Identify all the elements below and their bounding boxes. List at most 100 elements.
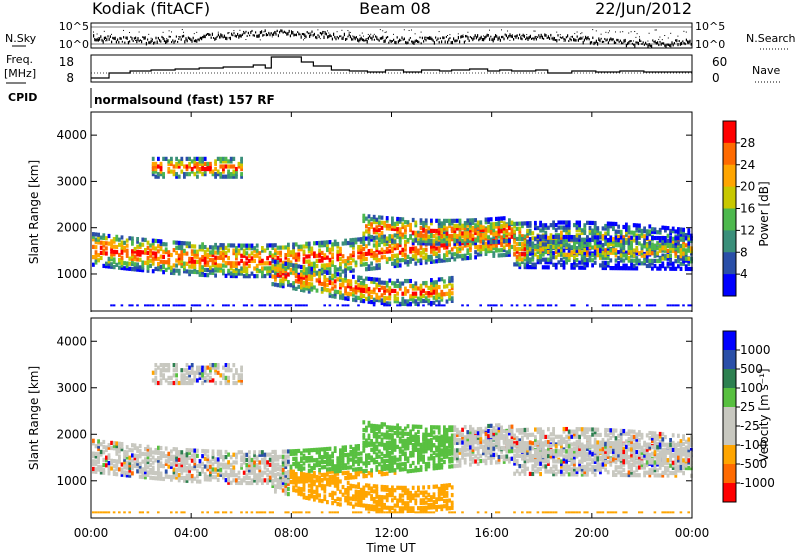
range-gate-cell (648, 251, 652, 256)
range-gate-cell (383, 223, 386, 228)
range-gate-cell (409, 284, 412, 289)
range-gate-cell (339, 267, 342, 272)
range-gate-cell (401, 301, 405, 307)
range-gate-cell (448, 427, 451, 433)
range-gate-cell (240, 375, 243, 380)
range-gate-cell (391, 468, 394, 473)
range-gate-cell (344, 463, 347, 468)
range-gate-cell (422, 454, 425, 459)
range-gate-cell (175, 373, 178, 378)
range-gate-cell (146, 452, 150, 457)
range-gate-cell (146, 260, 150, 266)
range-gate-cell (469, 228, 472, 233)
range-gate-cell (315, 460, 319, 465)
range-gate-cell (198, 459, 202, 464)
range-gate-cell (198, 166, 202, 172)
range-gate-cell (393, 258, 397, 264)
range-gate-cell (229, 263, 233, 268)
range-gate-cell (185, 468, 189, 473)
range-gate-cell (302, 482, 306, 487)
range-gate-cell (669, 243, 672, 248)
range-gate-cell (484, 436, 488, 442)
range-gate-cell (183, 174, 186, 179)
range-gate-cell (136, 257, 139, 262)
range-gate-cell (430, 300, 433, 306)
range-gate-cell (630, 266, 633, 271)
range-gate-cell (328, 477, 332, 482)
range-gate-cell (172, 447, 176, 452)
range-gate-cell (437, 465, 441, 470)
range-gate-cell (339, 290, 342, 295)
range-gate-cell (456, 453, 459, 458)
range-gate-cell (440, 277, 444, 282)
range-gate-cell (396, 462, 399, 467)
range-gate-cell (393, 508, 397, 513)
range-gate-cell (466, 255, 470, 261)
range-gate-cell (318, 498, 321, 503)
range-gate-cell (227, 172, 230, 177)
range-gate-cell (466, 248, 470, 253)
range-gate-cell (289, 267, 293, 273)
range-gate-cell (227, 159, 230, 164)
range-gate-cell (177, 174, 181, 179)
range-gate-cell (305, 259, 308, 264)
range-gate-cell (359, 280, 363, 286)
range-gate-cell (206, 247, 210, 252)
range-gate-cell (209, 250, 212, 255)
range-gate-cell (474, 223, 477, 228)
range-gate-cell (318, 470, 321, 475)
range-gate-cell (591, 237, 594, 242)
range-gate-cell (375, 263, 379, 268)
range-gate-cell (170, 265, 173, 270)
range-gate-cell (339, 285, 342, 290)
range-gate-cell (203, 451, 207, 456)
range-gate-cell (430, 495, 433, 500)
range-gate-cell (669, 241, 672, 246)
range-gate-cell (315, 447, 319, 452)
range-gate-cell (432, 228, 436, 234)
range-gate-cell (409, 468, 412, 474)
range-gate-cell (476, 433, 480, 438)
range-gate-cell (552, 225, 555, 230)
range-gate-cell (209, 268, 212, 273)
colorbar-tick-label: 16 (740, 202, 755, 216)
range-gate-cell (588, 230, 592, 236)
range-gate-cell (323, 486, 327, 491)
range-gate-cell (281, 245, 285, 250)
range-gate-cell (240, 258, 243, 263)
range-gate-cell (391, 239, 394, 244)
range-gate-cell (284, 488, 288, 494)
range-gate-cell (151, 455, 155, 460)
range-gate-cell (461, 427, 464, 432)
range-gate-cell (294, 448, 298, 454)
range-gate-cell (159, 445, 163, 451)
range-gate-cell (315, 263, 319, 269)
range-gate-cell (372, 230, 376, 235)
range-gate-cell (396, 258, 399, 263)
range-gate-cell (279, 270, 282, 276)
range-gate-cell (393, 455, 397, 460)
range-gate-cell (271, 481, 275, 486)
range-gate-cell (682, 240, 685, 245)
range-gate-cell (92, 244, 95, 250)
range-gate-cell (398, 446, 402, 451)
range-gate-cell (357, 484, 360, 490)
range-gate-cell (489, 237, 493, 242)
range-gate-cell (294, 488, 298, 493)
range-gate-cell (370, 438, 373, 444)
range-gate-cell (253, 470, 256, 475)
range-gate-cell (232, 460, 236, 465)
range-gate-cell (372, 460, 376, 465)
range-gate-cell (281, 284, 285, 289)
range-gate-cell (422, 437, 425, 442)
range-gate-cell (268, 253, 272, 258)
range-gate-cell (627, 227, 631, 233)
range-gate-cell (653, 235, 657, 241)
range-gate-cell (242, 274, 246, 279)
range-gate-cell (388, 468, 392, 473)
range-gate-cell (450, 254, 454, 260)
range-gate-cell (185, 363, 189, 368)
range-gate-cell (378, 295, 381, 300)
range-gate-cell (203, 250, 207, 255)
range-gate-cell (440, 462, 444, 467)
